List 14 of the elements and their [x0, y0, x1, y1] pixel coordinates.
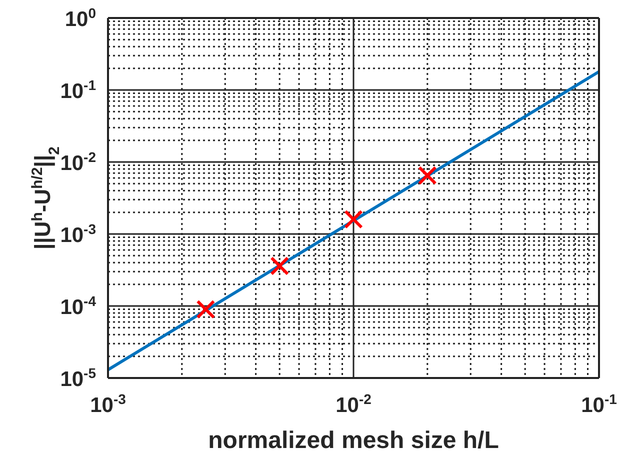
y-tick-label: 10$^{-1}$	[60, 77, 96, 103]
point	[344, 210, 363, 229]
x-tick-label: 10$^{-3}$	[90, 391, 126, 417]
point	[418, 166, 437, 185]
y-tick-label: 10$^{0}$	[64, 5, 96, 31]
y-tick-label: 10$^{-2}$	[60, 149, 96, 175]
y-tick-label: 10$^{-5}$	[60, 365, 96, 391]
point	[196, 300, 216, 319]
y-tick-label: 10$^{-3}$	[60, 221, 96, 247]
y-tick-label: 10$^{-4}$	[60, 293, 96, 319]
x-axis-title: normalized mesh size h/L	[208, 427, 499, 454]
x-tick-label: 10$^{-2}$	[336, 391, 372, 417]
point	[270, 256, 290, 276]
x-tick-label: 10$^{-1}$	[581, 391, 618, 417]
